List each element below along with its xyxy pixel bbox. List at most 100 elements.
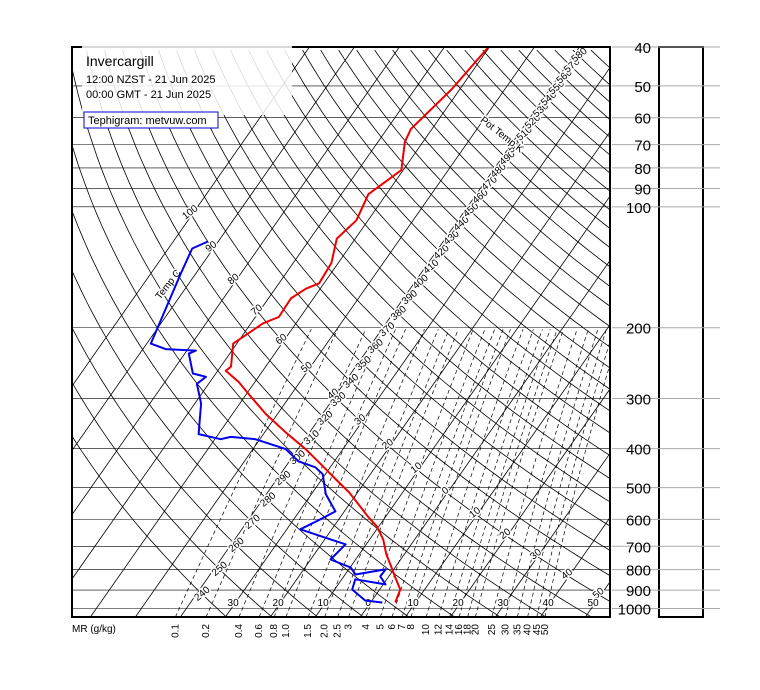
isotherm-bottom-label: 0	[365, 598, 371, 609]
dry-adiabat	[212, 49, 610, 480]
mixing-ratio-line	[449, 329, 543, 617]
dry-adiabat	[446, 49, 610, 211]
isotherm	[405, 324, 610, 617]
isotherm-bottom-label: 10	[408, 598, 420, 609]
mr-tick-label: 7	[397, 624, 408, 630]
dry-adiabat	[72, 209, 410, 617]
mr-tick-label: 40	[523, 624, 534, 636]
dry-adiabat	[464, 49, 610, 192]
isotherm-bottom-label: 20	[453, 598, 465, 609]
mr-tick-label: 6	[387, 624, 398, 630]
pressure-tick-label: 200	[626, 321, 651, 338]
isotherm-bottom-label: 30	[228, 598, 240, 609]
mixing-ratio-line	[527, 329, 607, 617]
mr-tick-label: 0.2	[201, 624, 212, 638]
mixing-ratio-line	[458, 329, 551, 617]
mr-tick-label: 0.4	[234, 624, 245, 638]
mr-tick-label: 2.5	[333, 624, 344, 638]
dewpoint-profile	[149, 240, 387, 604]
dry-adiabat	[72, 381, 273, 617]
subtitle: 00:00 GMT - 21 Jun 2025	[86, 89, 211, 101]
mixing-ratio-line	[425, 329, 524, 617]
mr-tick-label: 30	[501, 624, 512, 636]
pressure-tick-label: 100	[626, 200, 651, 217]
dry-adiabat	[72, 435, 227, 617]
mixing-ratio-line	[337, 329, 450, 617]
mr-tick-label: 5	[375, 624, 386, 630]
pressure-tick-label: 1000	[618, 601, 651, 618]
isotherm	[72, 47, 310, 387]
mixing-ratio-line	[491, 329, 578, 617]
isotherm-bottom-label: 30	[498, 598, 510, 609]
mr-tick-label: 16	[454, 624, 465, 636]
pressure-tick-label: 700	[626, 539, 651, 556]
mixing-ratio-line	[438, 329, 534, 617]
mixing-ratio-line	[258, 329, 384, 617]
pressure-tick-label: 400	[626, 442, 651, 459]
plot-frame	[71, 46, 611, 618]
mixing-ratio-line	[544, 363, 610, 617]
isotherm-bottom-label: 10	[318, 598, 330, 609]
mixing-ratio-line	[410, 329, 511, 617]
mixing-ratio-line	[205, 329, 338, 617]
pressure-tick-label: 80	[634, 161, 651, 178]
dry-adiabat	[482, 49, 610, 174]
dry-adiabat	[230, 49, 610, 456]
isotherm	[225, 66, 610, 617]
pressure-tick-label: 60	[634, 111, 651, 128]
isotherm	[90, 47, 490, 617]
isotherm	[495, 452, 610, 617]
dry-adiabat	[72, 143, 455, 617]
mr-tick-label: 50	[540, 624, 551, 636]
dry-adiabat	[302, 49, 610, 369]
mixing-ratio-line	[175, 329, 312, 617]
temperature-profile	[224, 47, 490, 603]
dry-adiabat	[72, 326, 318, 617]
isotherm	[450, 388, 610, 617]
grid-layer	[72, 47, 610, 617]
mixing-ratio-line	[348, 329, 459, 617]
dry-adiabat	[284, 49, 610, 390]
mixing-ratio-line	[536, 340, 610, 617]
mr-tick-label: 14	[445, 624, 456, 636]
mr-tick-label: 4	[361, 624, 372, 630]
dry-adiabat	[176, 49, 610, 527]
dry-adiabat	[248, 49, 610, 434]
mr-tick-label: 3	[344, 624, 355, 630]
header-backdrop	[82, 10, 292, 115]
credit-box	[83, 111, 219, 129]
isotherm-bottom-label: 50	[588, 598, 600, 609]
mr-tick-label: 20	[470, 624, 481, 636]
dry-adiabat	[374, 49, 610, 287]
dry-adiabat	[122, 49, 610, 602]
mr-tick-label: 35	[512, 624, 523, 636]
dry-adiabat	[140, 49, 610, 577]
mixing-ratio-line	[517, 329, 599, 617]
mixing-ratio-line	[391, 329, 496, 617]
dry-adiabat	[320, 49, 610, 348]
mixing-ratio-line	[474, 329, 564, 617]
mixing-ratio-line	[379, 329, 486, 617]
mr-tick-label: 0.6	[254, 624, 265, 638]
pressure-tick-label: 600	[626, 512, 651, 529]
mr-tick-label: 0.8	[269, 624, 280, 638]
isotherm	[72, 47, 445, 580]
dry-adiabat	[428, 49, 610, 230]
mixing-ratio-line	[238, 329, 367, 617]
mixing-ratio-line	[273, 329, 396, 617]
isotherm	[270, 131, 610, 617]
isotherm	[180, 47, 580, 617]
dry-adiabat	[266, 49, 610, 412]
mr-tick-label: 12	[434, 624, 445, 636]
isotherm	[540, 516, 610, 617]
isotherm	[135, 47, 535, 617]
dry-adiabat	[338, 49, 610, 328]
dry-adiabat	[158, 49, 610, 551]
dry-adiabat	[356, 49, 610, 307]
mr-tick-label: 1.5	[303, 624, 314, 638]
mixing-ratio-line	[324, 329, 439, 617]
isotherm	[72, 47, 400, 516]
mr-tick-label: 8	[406, 624, 417, 630]
pressure-tick-label: 40	[634, 40, 651, 57]
